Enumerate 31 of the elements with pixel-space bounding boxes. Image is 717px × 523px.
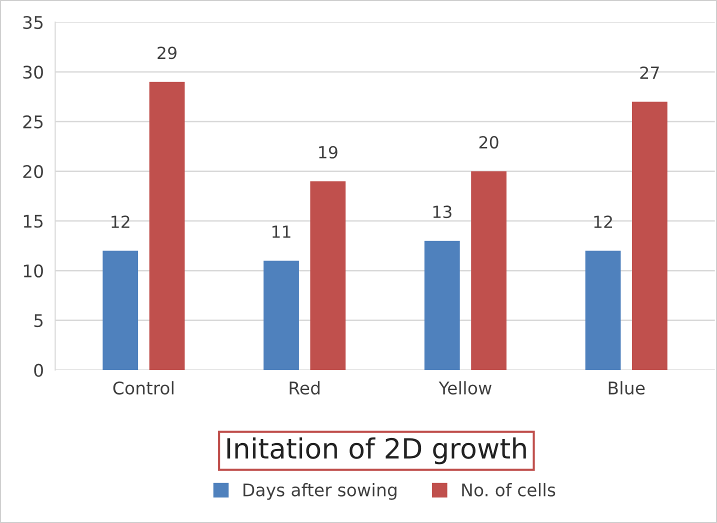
y-tick-label: 15 (24, 214, 43, 228)
y-tick-label: 25 (23, 115, 43, 128)
data-label: 12 (594, 216, 612, 228)
data-label: 27 (640, 66, 659, 79)
bar (632, 102, 668, 370)
bar (264, 260, 299, 370)
y-tick-label: 20 (23, 164, 43, 178)
y-tick-label: 35 (23, 16, 43, 30)
bar (424, 240, 460, 370)
x-tick-label: Blue (608, 381, 645, 395)
bar (585, 250, 621, 370)
y-tick-label: 5 (34, 314, 43, 328)
legend-label: Days after sowing (244, 483, 396, 500)
y-tick-label: 10 (24, 264, 43, 278)
data-label: 11 (272, 226, 290, 238)
y-tick-label: 0 (34, 364, 43, 377)
data-label: 13 (433, 206, 452, 218)
legend-label: No. of cells (462, 483, 556, 496)
x-tick-label: Control (113, 381, 174, 395)
y-tick-label: 30 (23, 66, 43, 79)
bar (149, 82, 185, 370)
bar (102, 250, 138, 370)
bar (310, 181, 346, 370)
data-label: 29 (158, 46, 176, 60)
text: Initation of 2D growth (227, 437, 526, 464)
x-tick-label: Yellow (438, 381, 492, 395)
data-label: 20 (479, 136, 498, 149)
bar (471, 171, 506, 370)
data-label: 19 (319, 146, 338, 159)
x-tick-label: Red (290, 381, 320, 395)
data-label: 12 (112, 216, 130, 228)
